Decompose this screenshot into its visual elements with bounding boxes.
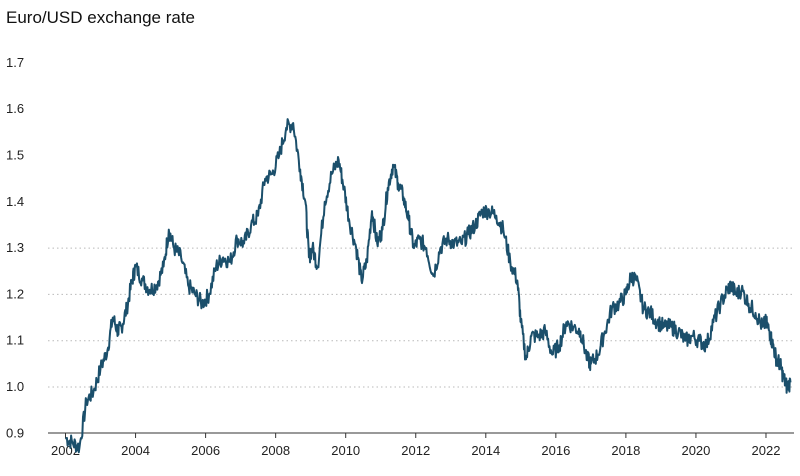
y-tick-label: 0.9 xyxy=(6,425,24,440)
x-tick-label: 2010 xyxy=(331,443,360,458)
x-tick-label: 2004 xyxy=(121,443,150,458)
y-tick-label: 1.3 xyxy=(6,240,24,255)
y-tick-label: 1.6 xyxy=(6,101,24,116)
gridlines xyxy=(48,247,794,388)
y-tick-label: 1.1 xyxy=(6,333,24,348)
x-tick-label: 2014 xyxy=(471,443,500,458)
y-tick-label: 1.0 xyxy=(6,379,24,394)
x-tick-label: 2020 xyxy=(681,443,710,458)
series-layer xyxy=(64,118,792,454)
x-axis-ticks: 2002 2004 2006 2008 2010 2012 2014 2016 2018 2020… xyxy=(51,433,780,458)
x-tick-label: 2018 xyxy=(611,443,640,458)
x-tick-label: 2012 xyxy=(401,443,430,458)
y-axis-ticks: 0.9 1.0 1.1 1.2 1.3 1.4 1.5 1.6 1.7 xyxy=(6,55,24,440)
x-tick-label: 2006 xyxy=(191,443,220,458)
x-tick-label: 2008 xyxy=(261,443,290,458)
y-tick-label: 1.5 xyxy=(6,148,24,163)
chart-title: Euro/USD exchange rate xyxy=(6,8,195,27)
x-tick-label: 2016 xyxy=(541,443,570,458)
y-tick-label: 1.2 xyxy=(6,286,24,301)
series-line xyxy=(64,118,792,454)
y-tick-label: 1.4 xyxy=(6,194,24,209)
x-tick-label: 2022 xyxy=(752,443,781,458)
y-tick-label: 1.7 xyxy=(6,55,24,70)
x-tick-label: 2002 xyxy=(51,443,80,458)
